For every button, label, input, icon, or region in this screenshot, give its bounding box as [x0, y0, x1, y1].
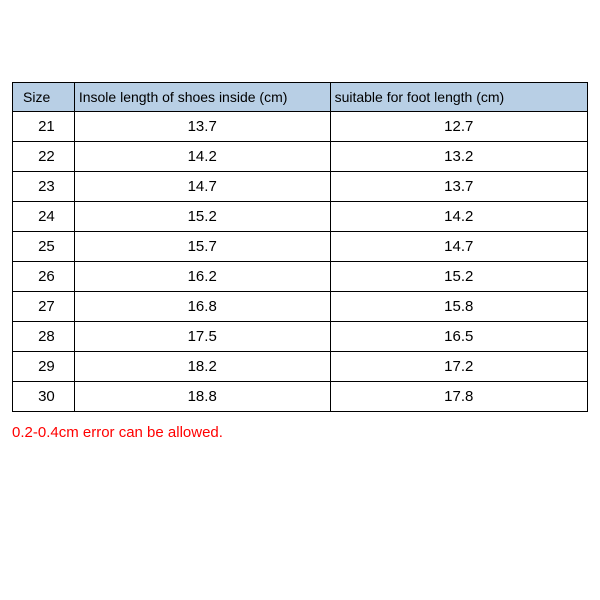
size-chart-container: Size Insole length of shoes inside (cm) …	[0, 0, 600, 412]
cell-insole: 14.7	[74, 172, 330, 202]
cell-insole: 14.2	[74, 142, 330, 172]
table-row: 2415.214.2	[13, 202, 588, 232]
error-footnote: 0.2-0.4cm error can be allowed.	[0, 412, 600, 441]
cell-foot: 13.7	[330, 172, 587, 202]
cell-foot: 15.8	[330, 292, 587, 322]
table-row: 2817.516.5	[13, 322, 588, 352]
cell-insole: 13.7	[74, 112, 330, 142]
cell-insole: 15.7	[74, 232, 330, 262]
cell-size: 24	[13, 202, 75, 232]
cell-foot: 12.7	[330, 112, 587, 142]
cell-insole: 16.2	[74, 262, 330, 292]
table-header: Size Insole length of shoes inside (cm) …	[13, 83, 588, 112]
cell-insole: 17.5	[74, 322, 330, 352]
cell-size: 25	[13, 232, 75, 262]
cell-foot: 17.2	[330, 352, 587, 382]
cell-foot: 17.8	[330, 382, 587, 412]
table-row: 2314.713.7	[13, 172, 588, 202]
col-header-foot: suitable for foot length (cm)	[330, 83, 587, 112]
cell-size: 22	[13, 142, 75, 172]
col-header-insole: Insole length of shoes inside (cm)	[74, 83, 330, 112]
cell-insole: 18.8	[74, 382, 330, 412]
table-row: 2716.815.8	[13, 292, 588, 322]
table-row: 2515.714.7	[13, 232, 588, 262]
cell-foot: 16.5	[330, 322, 587, 352]
size-chart-table: Size Insole length of shoes inside (cm) …	[12, 82, 588, 412]
cell-size: 28	[13, 322, 75, 352]
table-row: 2918.217.2	[13, 352, 588, 382]
cell-size: 23	[13, 172, 75, 202]
cell-insole: 18.2	[74, 352, 330, 382]
table-row: 2616.215.2	[13, 262, 588, 292]
cell-foot: 14.2	[330, 202, 587, 232]
cell-size: 27	[13, 292, 75, 322]
cell-foot: 13.2	[330, 142, 587, 172]
cell-insole: 16.8	[74, 292, 330, 322]
cell-size: 29	[13, 352, 75, 382]
table-row: 2113.712.7	[13, 112, 588, 142]
table-body: 2113.712.72214.213.22314.713.72415.214.2…	[13, 112, 588, 412]
cell-size: 30	[13, 382, 75, 412]
cell-foot: 14.7	[330, 232, 587, 262]
cell-size: 26	[13, 262, 75, 292]
cell-size: 21	[13, 112, 75, 142]
col-header-size: Size	[13, 83, 75, 112]
table-row: 3018.817.8	[13, 382, 588, 412]
table-header-row: Size Insole length of shoes inside (cm) …	[13, 83, 588, 112]
table-row: 2214.213.2	[13, 142, 588, 172]
cell-insole: 15.2	[74, 202, 330, 232]
cell-foot: 15.2	[330, 262, 587, 292]
